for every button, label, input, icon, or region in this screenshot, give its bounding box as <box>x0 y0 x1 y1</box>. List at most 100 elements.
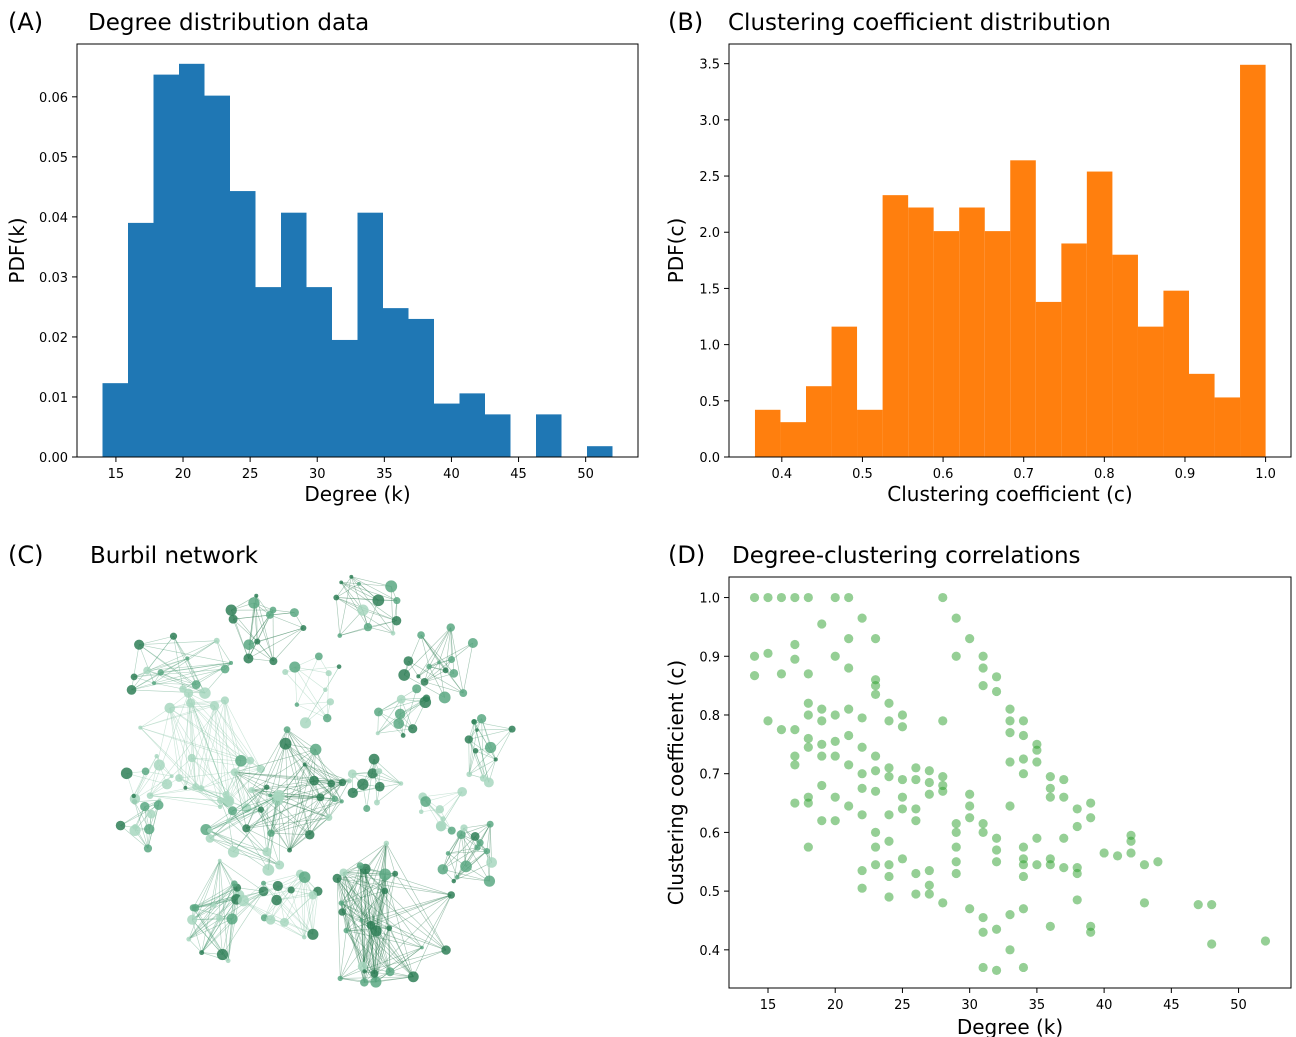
scatter-point <box>1018 842 1029 852</box>
scatter-y-tick-label: 0.6 <box>699 826 720 841</box>
scatter-point <box>830 710 840 720</box>
scatter-point <box>1018 730 1029 741</box>
scatter-point <box>830 751 840 761</box>
degree-hist-x-tick-label: 35 <box>376 467 393 482</box>
degree-hist-bar <box>357 212 383 457</box>
clustering-hist-bar <box>780 422 807 457</box>
scatter-point <box>1086 798 1096 808</box>
scatter-point <box>884 772 894 782</box>
scatter-point <box>978 819 988 829</box>
scatter-point <box>938 786 948 796</box>
clustering-hist-bar <box>857 409 883 457</box>
scatter-point <box>817 619 827 629</box>
scatter-point <box>803 592 813 603</box>
degree-clustering-scatter: 15 20 25 30 35 40 45 50 0.4 0.5 0.6 0.7 0.8 0.9 1.0 Deg… <box>664 576 1292 1037</box>
degree-hist-bar <box>255 287 281 457</box>
degree-hist-bar <box>128 222 154 457</box>
clustering-hist-bar <box>1240 64 1266 458</box>
scatter-point <box>817 716 827 726</box>
scatter-point <box>870 634 881 644</box>
scatter-point <box>870 751 881 761</box>
scatter-point <box>870 681 881 691</box>
scatter-point <box>803 798 813 808</box>
scatter-point <box>924 889 934 899</box>
scatter-point <box>965 813 975 823</box>
clustering-hist-bar <box>1010 160 1036 458</box>
scatter-point <box>978 912 988 923</box>
scatter-point <box>1018 716 1029 726</box>
clustering-hist-bar <box>959 207 985 457</box>
degree-hist-x-tick-label: 15 <box>108 467 125 482</box>
degree-hist-x-tick-label: 45 <box>510 467 527 482</box>
scatter-point <box>951 827 961 838</box>
scatter-point <box>884 860 894 870</box>
clustering-hist-bar <box>1112 254 1138 457</box>
scatter-point <box>924 766 934 776</box>
scatter-point <box>1153 857 1163 867</box>
scatter-point <box>1059 792 1069 802</box>
scatter-point <box>938 592 948 603</box>
scatter-point <box>897 854 908 864</box>
clustering-hist-x-tick-label: 0.4 <box>771 467 792 482</box>
scatter-point <box>884 871 894 882</box>
clustering-hist-x-tick-label: 0.9 <box>1175 467 1196 482</box>
scatter-point <box>1005 801 1015 811</box>
scatter-point <box>1005 704 1015 714</box>
clustering-hist-bar <box>984 231 1011 457</box>
clustering-hist-y-tick-label: 3.5 <box>699 58 720 73</box>
scatter-point <box>991 686 1002 697</box>
scatter-point <box>857 810 867 820</box>
scatter-point <box>1126 836 1136 846</box>
scatter-point <box>817 704 827 714</box>
scatter-point <box>844 760 854 770</box>
scatter-point <box>1045 772 1055 782</box>
scatter-y-tick-label: 0.7 <box>699 768 720 783</box>
clustering-hist-bar <box>1137 326 1164 457</box>
scatter-point <box>857 769 867 779</box>
degree-hist-y-tick-label: 0.06 <box>39 91 68 106</box>
scatter-point <box>978 962 988 973</box>
scatter-point <box>1032 833 1042 843</box>
scatter-point <box>1207 900 1217 910</box>
scatter-y-tick-label: 0.8 <box>699 709 720 724</box>
scatter-x-tick-label: 25 <box>894 998 911 1013</box>
degree-hist-y-tick-label: 0.04 <box>39 211 68 226</box>
clustering-hist-bar <box>806 386 832 457</box>
scatter-point <box>776 669 787 679</box>
degree-hist-bar <box>536 414 562 457</box>
degree-hist-y-axis-label: PDF(k) <box>5 217 29 283</box>
scatter-point <box>884 716 894 726</box>
degree-hist-y-tick-label: 0.03 <box>39 271 68 286</box>
clustering-hist-y-tick-label: 0.0 <box>699 451 720 466</box>
scatter-point <box>749 671 760 681</box>
scatter-point <box>991 845 1002 855</box>
scatter-point <box>938 772 948 782</box>
scatter-point <box>776 592 787 603</box>
panel-c-letter: (C) <box>8 541 43 569</box>
scatter-point <box>1193 900 1203 910</box>
scatter-point <box>1059 863 1069 873</box>
scatter-point <box>1045 783 1055 793</box>
degree-hist-plot-frame <box>76 43 639 458</box>
scatter-point <box>884 698 894 708</box>
scatter-point <box>830 792 840 802</box>
scatter-point <box>897 774 908 785</box>
scatter-point <box>1032 739 1042 749</box>
clustering-hist-y-tick-label: 1.0 <box>699 339 720 354</box>
scatter-point <box>951 651 961 661</box>
clustering-hist-bar <box>1086 171 1113 458</box>
degree-hist-x-tick-label: 25 <box>242 467 259 482</box>
clustering-hist-plot-frame <box>728 43 1292 458</box>
scatter-point <box>1032 757 1042 767</box>
scatter-x-tick-label: 50 <box>1230 998 1247 1013</box>
clustering-hist-bar <box>882 195 909 457</box>
scatter-point <box>790 654 800 664</box>
scatter-point <box>857 883 867 893</box>
scatter-point <box>870 689 881 700</box>
panel-d-letter: (D) <box>668 541 705 569</box>
scatter-point <box>857 742 867 752</box>
scatter-x-tick-label: 20 <box>827 998 844 1013</box>
panel-a-title: Degree distribution data <box>88 10 369 36</box>
scatter-point <box>1139 860 1150 870</box>
clustering-hist-y-axis-label: PDF(c) <box>664 218 688 284</box>
